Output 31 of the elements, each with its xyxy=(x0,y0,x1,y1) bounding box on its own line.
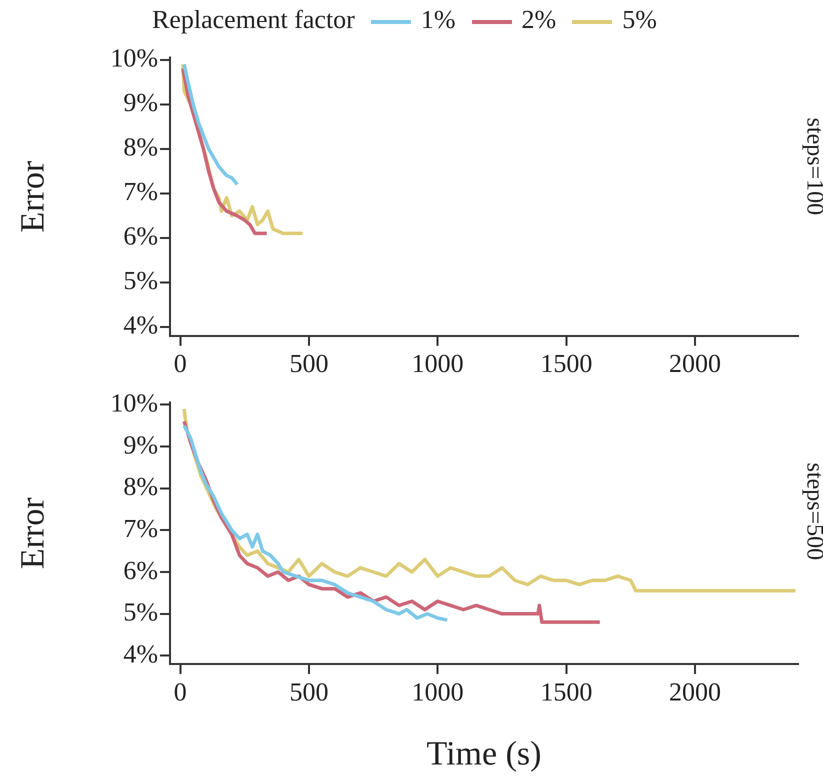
x-tick-label: 1500 xyxy=(540,349,592,378)
y-tick-label: 7% xyxy=(123,177,158,206)
y-tick-label: 10% xyxy=(110,388,158,418)
x-tick-label: 0 xyxy=(174,349,187,378)
y-tick-label: 8% xyxy=(123,132,158,162)
y-tick-label: 6% xyxy=(123,222,158,251)
x-tick-label: 1500 xyxy=(540,677,592,706)
y-tick-label: 6% xyxy=(123,556,158,585)
y-axis-title: Error xyxy=(14,160,52,233)
y-tick-label: 5% xyxy=(123,598,158,627)
y-tick-label: 5% xyxy=(123,266,158,296)
y-tick-label: 9% xyxy=(123,430,158,460)
x-tick-label: 2000 xyxy=(669,349,722,378)
y-tick-label: 9% xyxy=(123,88,158,118)
x-tick-label: 0 xyxy=(174,677,187,706)
x-tick-label: 500 xyxy=(289,677,328,706)
y-tick-label: 4% xyxy=(123,639,158,668)
x-tick-label: 2000 xyxy=(669,677,722,706)
legend-label: 1% xyxy=(420,5,456,35)
x-tick-label: 1000 xyxy=(412,349,464,378)
x-tick-label: 500 xyxy=(289,349,328,378)
y-tick-label: 7% xyxy=(123,514,158,543)
legend-title: Replacement factor xyxy=(152,5,355,35)
y-tick-label: 10% xyxy=(110,44,158,73)
y-tick-label: 8% xyxy=(123,472,158,502)
legend-label: 5% xyxy=(621,5,657,35)
y-axis-title: Error xyxy=(14,496,52,570)
y-tick-label: 4% xyxy=(123,310,158,340)
legend-label: 2% xyxy=(520,5,556,35)
x-axis-title: Time (s) xyxy=(426,736,542,773)
x-tick-label: 1000 xyxy=(412,677,464,706)
